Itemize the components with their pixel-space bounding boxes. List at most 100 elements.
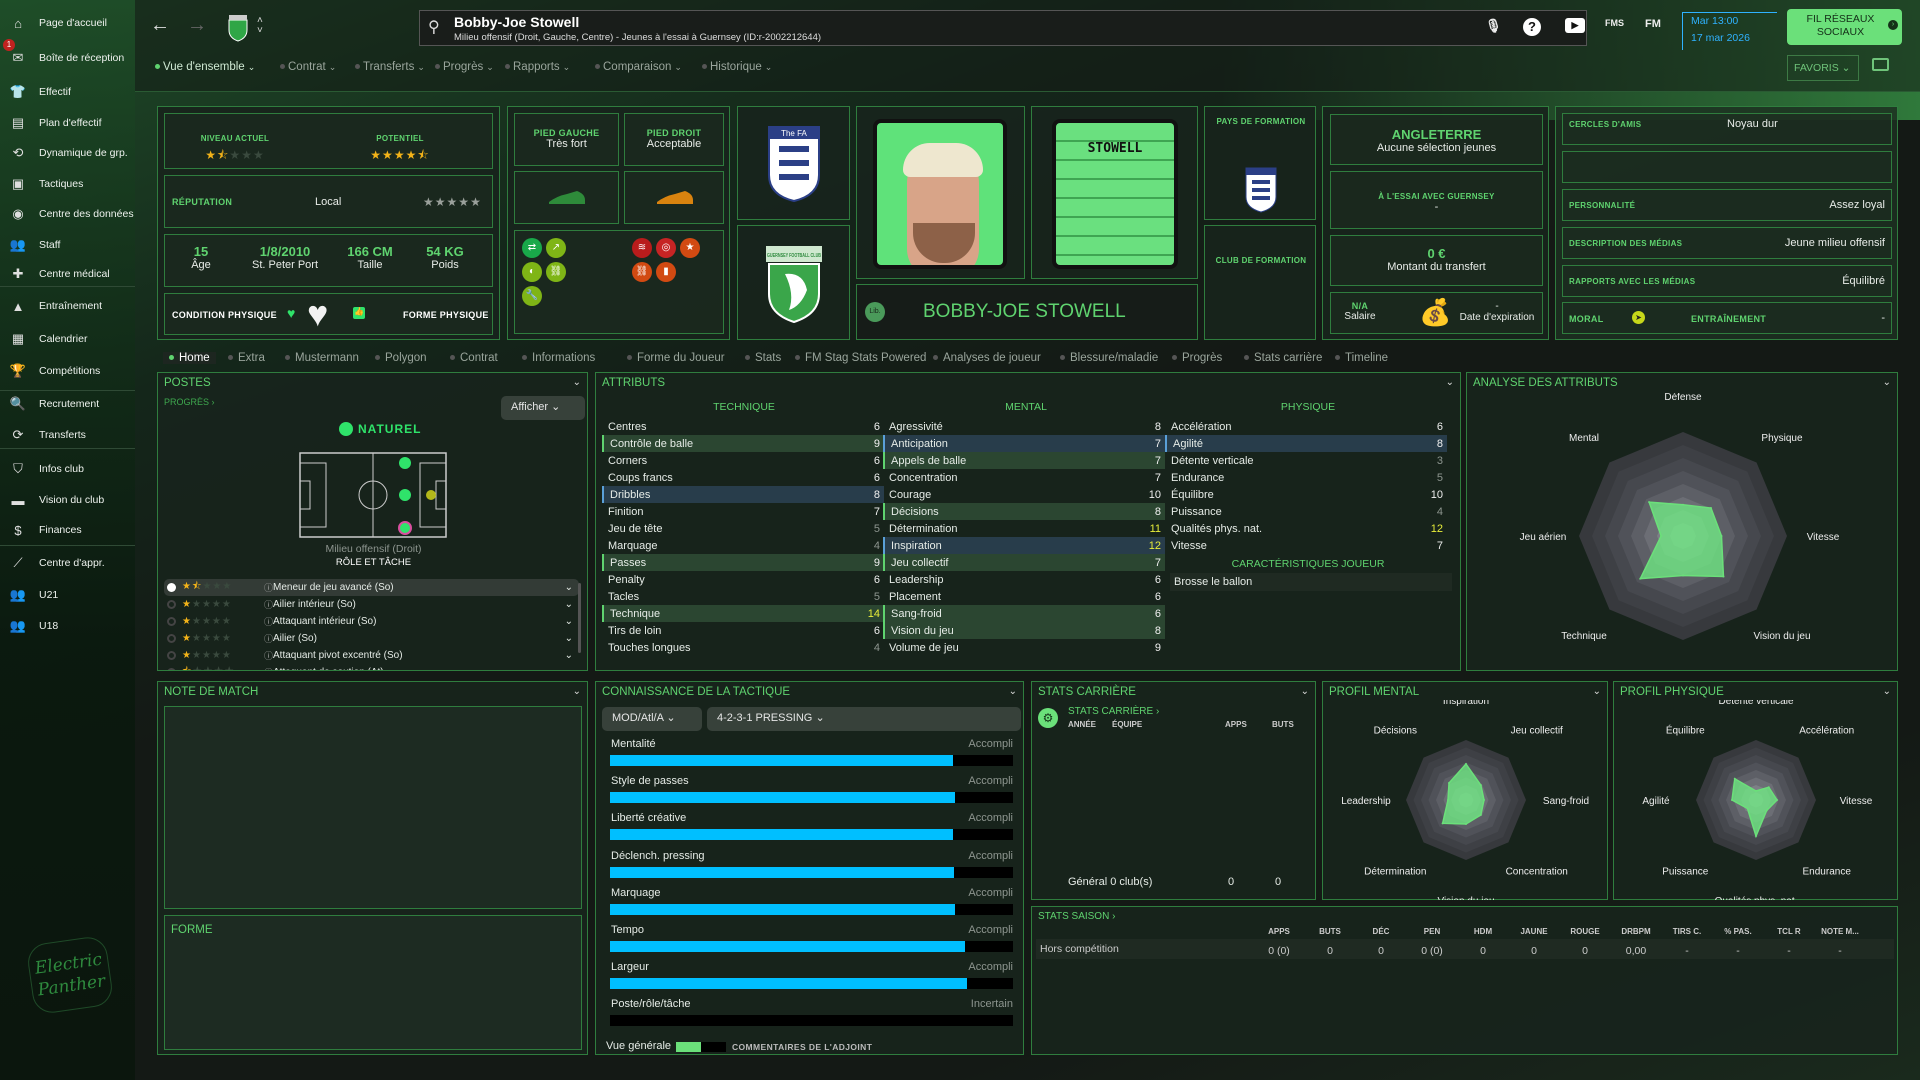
tab-4[interactable]: Rapports ⌄ — [505, 61, 570, 73]
tab-6[interactable]: Historique ⌄ — [702, 61, 772, 73]
subtab-4[interactable]: Contrat — [450, 352, 498, 364]
chevron-down-icon[interactable]: ⌄ — [1445, 377, 1454, 388]
sidebar-item-development[interactable]: ⟋ Centre d'appr. — [0, 550, 135, 576]
chevron-down-icon[interactable]: ⌄ — [564, 599, 573, 610]
show-dropdown[interactable]: Afficher ⌄ — [501, 396, 585, 420]
info-icon[interactable]: ⓘ — [264, 634, 274, 644]
attribute-row[interactable]: Dribbles 8 — [602, 486, 884, 503]
sidebar-item-training[interactable]: ▲ Entraînement — [0, 293, 135, 319]
role-row[interactable]: ★⯪★★★ ⓘ Meneur de jeu avancé (So) ⌄ — [164, 579, 579, 596]
subtab-12[interactable]: Stats carrière — [1244, 352, 1322, 364]
chevron-down-icon[interactable]: ⌄ — [1592, 686, 1601, 697]
radio-button[interactable] — [167, 583, 176, 592]
radio-button[interactable] — [167, 617, 176, 626]
positive-trait-icon[interactable]: ⇄ — [522, 238, 542, 258]
info-icon[interactable]: ⓘ — [264, 617, 274, 627]
chevron-down-icon[interactable]: ⌄ — [564, 582, 573, 593]
attribute-row[interactable]: Décisions 8 — [883, 503, 1165, 520]
subtab-11[interactable]: Progrès — [1172, 352, 1222, 364]
season-row[interactable]: Hors compétition — [1036, 939, 1894, 959]
attribute-row[interactable]: Tirs de loin 6 — [602, 622, 884, 639]
attribute-row[interactable]: Leadership 6 — [883, 571, 1165, 588]
sidebar-item-shirt[interactable]: 👕 Effectif — [0, 79, 135, 105]
assistant-comments-link[interactable]: COMMENTAIRES DE L'ADJOINT — [732, 1042, 873, 1052]
forward-arrow-icon[interactable]: → — [187, 14, 207, 36]
positive-trait-icon[interactable]: 🔧 — [522, 286, 542, 306]
attribute-row[interactable]: Équilibre 10 — [1165, 486, 1447, 503]
role-row[interactable]: ★★★★★ ⓘ Ailier intérieur (So) ⌄ — [164, 596, 579, 613]
position-dot[interactable] — [399, 489, 411, 501]
sidebar-item-tactics[interactable]: ▣ Tactiques — [0, 171, 135, 197]
subtab-6[interactable]: Forme du Joueur — [627, 352, 725, 364]
negative-trait-icon[interactable]: ≋ — [632, 238, 652, 258]
attribute-row[interactable]: Placement 6 — [883, 588, 1165, 605]
chevron-down-icon[interactable]: ⌄ — [564, 650, 573, 661]
attribute-row[interactable]: Finition 7 — [602, 503, 884, 520]
attribute-row[interactable]: Jeu collectif 7 — [883, 554, 1165, 571]
info-icon[interactable]: ⓘ — [264, 651, 274, 661]
negative-trait-icon[interactable]: ⛓ — [632, 262, 652, 282]
attribute-row[interactable]: Inspiration 12 — [883, 537, 1165, 554]
attribute-row[interactable]: Détente verticale 3 — [1165, 452, 1447, 469]
career-stats-link[interactable]: STATS CARRIÈRE › — [1068, 706, 1160, 717]
selected-position-dot[interactable] — [398, 521, 412, 535]
attribute-row[interactable]: Sang-froid 6 — [883, 605, 1165, 622]
attribute-row[interactable]: Technique 14 — [602, 605, 884, 622]
position-dot[interactable] — [426, 490, 436, 500]
attribute-row[interactable]: Corners 6 — [602, 452, 884, 469]
sidebar-item-money[interactable]: $ Finances — [0, 517, 135, 543]
attribute-row[interactable]: Touches longues 4 — [602, 639, 884, 656]
search-bar[interactable]: ⚲ Bobby-Joe Stowell Milieu offensif (Dro… — [419, 10, 1587, 46]
tab-0[interactable]: Vue d'ensemble ⌄ — [155, 61, 255, 73]
info-icon[interactable]: ⓘ — [264, 666, 273, 670]
club-badge-icon[interactable] — [227, 14, 249, 42]
chevron-down-icon[interactable]: ⌄ — [572, 377, 581, 388]
chevron-down-icon[interactable]: ⌄ — [1008, 686, 1017, 697]
morale-icon[interactable]: ➤ — [1632, 311, 1645, 324]
subtab-1[interactable]: Extra — [228, 352, 265, 364]
sidebar-item-clipboard[interactable]: ▤ Plan d'effectif — [0, 110, 135, 136]
role-row[interactable]: ★★★★★ ⓘ Attaquant intérieur (So) ⌄ — [164, 613, 579, 630]
info-icon[interactable]: ⓘ — [264, 583, 274, 593]
help-icon[interactable]: ? — [1523, 18, 1541, 36]
chevron-down-icon[interactable]: ⌄ — [564, 633, 573, 644]
attribute-row[interactable]: Agressivité 8 — [883, 418, 1165, 435]
subtab-5[interactable]: Informations — [522, 352, 595, 364]
date-time[interactable]: Mar 13:00 17 mar 2026 — [1682, 12, 1777, 50]
attribute-row[interactable]: Endurance 5 — [1165, 469, 1447, 486]
attribute-row[interactable]: Concentration 7 — [883, 469, 1165, 486]
attribute-row[interactable]: Penalty 6 — [602, 571, 884, 588]
role-row[interactable]: ★★★★★ ⓘ Attaquant pivot excentré (So) ⌄ — [164, 647, 579, 664]
attribute-row[interactable]: Vision du jeu 8 — [883, 622, 1165, 639]
attribute-row[interactable]: Marquage 4 — [602, 537, 884, 554]
subtab-0[interactable]: Home — [163, 352, 216, 364]
attribute-row[interactable]: Agilité 8 — [1165, 435, 1447, 452]
subtab-8[interactable]: FM Stag Stats Powered — [795, 352, 926, 364]
sidebar-item-staff[interactable]: 👥 Staff — [0, 232, 135, 258]
tactic-role-dropdown[interactable]: MOD/Atl/A ⌄ — [602, 707, 702, 731]
sidebar-item-inbox[interactable]: ✉ Boîte de réception 1 — [0, 39, 135, 71]
sidebar-item-calendar[interactable]: ▦ Calendrier — [0, 326, 135, 352]
sidebar-item-transfers[interactable]: ⟳ Transferts — [0, 422, 135, 448]
chevron-down-icon[interactable]: ⌄ — [572, 686, 581, 697]
sidebar-item-medical[interactable]: ✚ Centre médical — [0, 261, 135, 287]
back-arrow-icon[interactable]: ← — [150, 14, 170, 36]
tab-1[interactable]: Contrat ⌄ — [280, 61, 336, 73]
chevron-down-icon[interactable]: ⌄ — [565, 667, 573, 670]
subtab-10[interactable]: Blessure/maladie — [1060, 352, 1158, 364]
position-dot[interactable] — [399, 457, 411, 469]
negative-trait-icon[interactable]: ◎ — [656, 238, 676, 258]
radio-button[interactable] — [167, 600, 176, 609]
season-stats-link[interactable]: STATS SAISON › — [1038, 911, 1116, 922]
radio-button[interactable] — [167, 651, 176, 660]
attribute-row[interactable]: Passes 9 — [602, 554, 884, 571]
sidebar-item-trophy[interactable]: 🏆 Compétitions — [0, 358, 135, 384]
fms-icon[interactable]: FMS — [1605, 18, 1624, 28]
sidebar-item-data-hub[interactable]: ◉ Centre des données — [0, 201, 135, 227]
video-icon[interactable]: ▶ — [1565, 18, 1585, 33]
subtab-13[interactable]: Timeline — [1335, 352, 1388, 364]
progress-link[interactable]: PROGRÈS › — [164, 397, 215, 407]
attribute-row[interactable]: Contrôle de balle 9 — [602, 435, 884, 452]
sidebar-item-u21-team[interactable]: 👥 U21 — [0, 582, 135, 608]
microphone-icon[interactable]: 🎙 — [1485, 18, 1502, 33]
